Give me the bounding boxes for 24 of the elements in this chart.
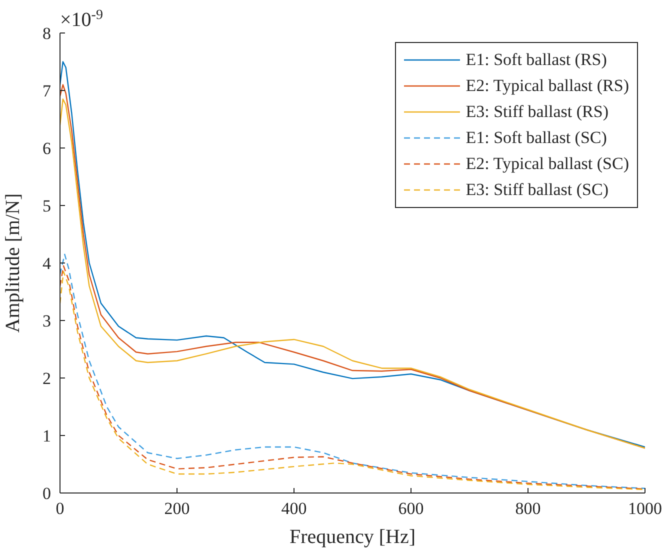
x-tick-label: 200 — [164, 499, 190, 518]
x-tick-label: 400 — [281, 499, 307, 518]
legend-label: E3: Stiff ballast (SC) — [466, 180, 608, 200]
legend-label: E1: Soft ballast (RS) — [466, 50, 607, 70]
legend-label: E2: Typical ballast (RS) — [466, 76, 629, 96]
y-tick-label: 2 — [42, 369, 51, 388]
y-tick-label: 0 — [42, 484, 51, 504]
y-tick-label: 6 — [42, 139, 51, 158]
x-axis-title: Frequency [Hz] — [289, 526, 416, 548]
x-tick-label: 600 — [398, 499, 424, 518]
x-tick-label: 800 — [515, 499, 541, 518]
legend-label: E3: Stiff ballast (RS) — [466, 102, 608, 122]
y-tick-label: 1 — [42, 426, 51, 446]
x-tick-label: 1000 — [628, 499, 662, 518]
legend-label: E1: Soft ballast (SC) — [466, 128, 607, 148]
y-axis-title: Amplitude [m/N] — [2, 193, 24, 333]
x-tick-label: 0 — [56, 499, 64, 518]
y-tick-label: 3 — [42, 312, 51, 331]
legend-label: E2: Typical ballast (SC) — [466, 154, 629, 174]
y-tick-label: 5 — [42, 196, 51, 216]
text: ×10$^{-9}$ — [60, 8, 103, 31]
y-tick-label: 8 — [42, 24, 51, 44]
y-tick-label: 4 — [42, 254, 52, 274]
y-tick-label: 7 — [42, 82, 52, 101]
